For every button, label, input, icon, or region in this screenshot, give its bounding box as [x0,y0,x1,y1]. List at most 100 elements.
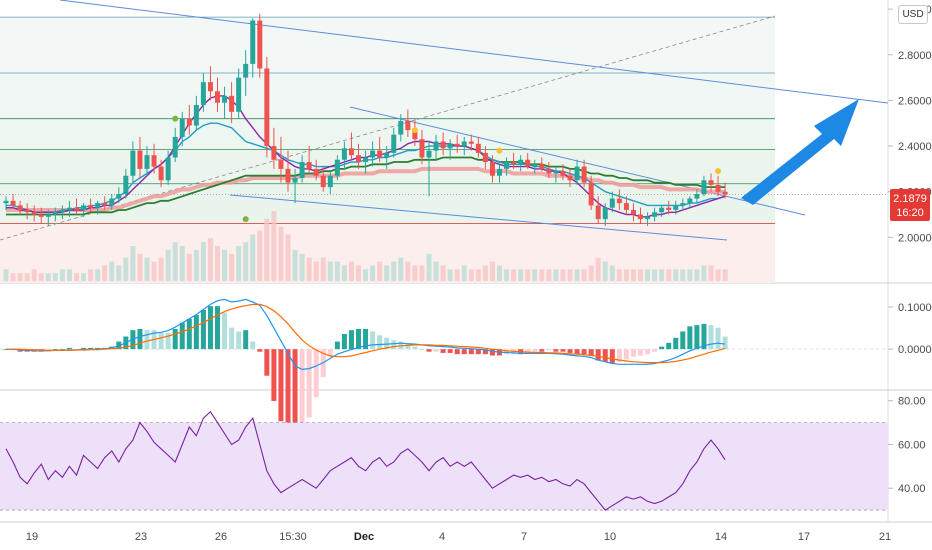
time-axis[interactable]: 19 23 26 15:30 Dec 4 7 10 14 17 21 [26,531,891,543]
volume-bar [52,273,58,281]
volume-bar [645,269,651,281]
volume-bar [687,269,693,281]
candle-body [229,95,235,112]
volume-bar [38,273,44,281]
candle-body [623,203,629,210]
ema-long-line [6,166,726,212]
candle-body [482,152,488,163]
macd-histogram-bar [433,349,439,352]
macd-histogram-bar [81,347,87,350]
signal-dot [411,127,418,134]
volume-bar [229,253,235,281]
candle-body [306,162,312,169]
candle-body [588,182,594,206]
volume-bar [363,269,369,281]
volume-bar [207,238,213,281]
time-tick-label: 7 [521,531,527,543]
volume-bar [74,273,79,281]
candle-body [236,77,242,112]
candle-body [574,166,580,181]
macd-histogram-bar [419,349,425,350]
price-tick-label: 2.0000 [898,232,932,244]
candle-body [66,207,72,210]
volume-bar [595,257,601,281]
candle-body [186,118,192,126]
price-tick-label: 2.8000 [898,50,932,62]
macd-axis[interactable]: 0.1000 0.0000 [888,302,932,356]
signal-markers [172,115,722,223]
candle-body [475,143,481,153]
macd-histogram-bar [158,332,164,350]
last-price-badge: 2.1879 16:20 [890,189,930,221]
candle-body [356,155,361,163]
candle-body [207,82,213,92]
macd-histogram-bar [412,346,418,350]
volume-bar [447,269,453,281]
currency-button[interactable]: USD [898,5,928,24]
candle-body [88,205,94,208]
candle-body [377,150,383,158]
candlesticks [3,13,728,226]
candle-body [680,203,686,206]
candle-body [109,198,115,206]
volume-bar [116,265,122,281]
candle-body [518,159,524,165]
macd-histogram-bar [539,349,545,352]
macd-histogram-bar [278,349,284,422]
macd-histogram-bar [313,349,319,398]
volume-bar [88,269,94,281]
volume-bar [391,261,397,281]
candle-body [630,209,636,215]
macd-histogram-bar [236,331,242,350]
volume-bar [419,265,425,281]
candle-body [264,68,270,147]
rsi-tick-label: 80.00 [898,396,926,408]
rsi-axis[interactable]: 80.00 60.00 40.00 [888,396,926,495]
candle-body [694,193,700,199]
volume-bar [468,269,474,281]
macd-histogram-bar [715,327,721,350]
rsi-tick-label: 60.00 [898,439,926,451]
candle-body [130,150,136,176]
candle-body [95,203,101,208]
macd-histogram-bar [222,312,228,350]
volume-bar [553,269,559,281]
candle-body [405,120,411,131]
volume-histogram [3,211,728,281]
macd-histogram-bar [489,349,495,356]
macd-histogram-bar [673,337,679,350]
candle-body [595,205,601,220]
macd-histogram-bar [504,349,510,355]
volume-bar [66,269,72,281]
macd-histogram-bar [193,314,199,350]
volume-bar [158,257,164,281]
candle-body [370,150,376,158]
volume-bar [334,261,340,281]
macd-histogram-bar [638,349,643,356]
candle-body [659,207,665,213]
candle-body [334,159,340,176]
volume-bar [440,265,446,281]
macd-histogram-bar [52,349,58,350]
candle-body [31,212,37,215]
candle-body [673,205,679,210]
macd-histogram-bar [482,349,488,355]
zone-band [0,118,775,150]
forecast-arrow[interactable] [741,99,859,205]
volume-bar [715,269,721,281]
candle-body [116,193,122,199]
macd-histogram-bar [426,349,432,352]
volume-bar [327,261,333,281]
macd-histogram-bar [306,349,312,418]
candle-body [616,198,622,204]
macd-histogram-bar [391,340,397,350]
time-tick-label: 17 [798,531,810,543]
macd-histogram-bar [66,347,72,350]
volume-bar [95,269,101,281]
macd-histogram-bar [454,349,460,355]
time-tick-label: 23 [135,531,147,543]
candle-body [363,157,369,163]
volume-bar [292,249,298,281]
volume-bar [130,246,136,281]
